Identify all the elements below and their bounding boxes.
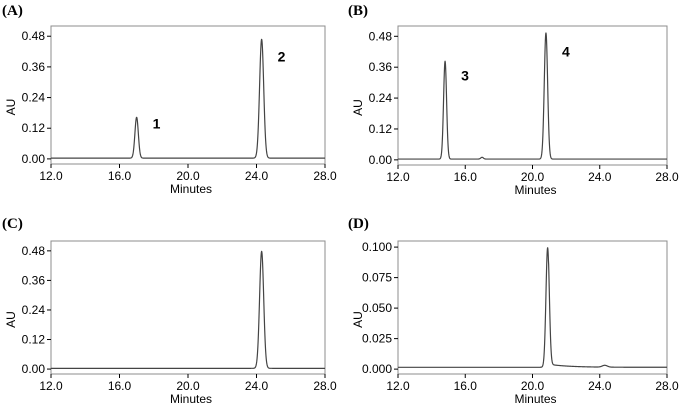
y-axis-title: AU xyxy=(351,99,365,116)
plot-d: 12.0 16.0 20.0 24.0 28.0 0.000 0.025 0.050 0.075… xyxy=(351,240,679,406)
y-tick-label: 0.075 xyxy=(362,271,392,285)
plot-frame-b xyxy=(397,25,668,166)
x-tick-label: 20.0 xyxy=(176,379,200,393)
y-axis-title: AU xyxy=(4,99,18,116)
x-tick-label: 12.0 xyxy=(39,379,63,393)
y-tick-label: 0.24 xyxy=(22,303,46,317)
panel-d: (D) 12.0 16.0 20.0 24.0 28.0 0.000 0.025 0.050 0… xyxy=(348,216,679,406)
plot-b: 12.0 16.0 20.0 24.0 28.0 0.00 0.12 0.24 0.36 0.48… xyxy=(351,25,679,197)
plot-frame-c xyxy=(50,240,326,375)
x-axis-title: Minutes xyxy=(170,182,212,196)
chromatogram-trace-a xyxy=(50,38,326,159)
plot-a: 12.0 16.0 20.0 24.0 28.0 0.00 0.12 0.24 0.36 0.48… xyxy=(4,25,337,196)
y-tick-label: 0.36 xyxy=(22,273,46,287)
x-axis-title: Minutes xyxy=(514,392,556,406)
plot-c: 12.0 16.0 20.0 24.0 28.0 0.00 0.12 0.24 0.36 0.48… xyxy=(4,240,337,406)
x-tick-label: 16.0 xyxy=(454,170,478,184)
y-tick-label: 0.48 xyxy=(369,29,393,43)
x-tick-label: 16.0 xyxy=(108,169,132,183)
panel-a: (A) 12.0 16.0 20.0 24.0 28.0 0.00 0.12 0.24 0.36… xyxy=(2,3,337,196)
y-tick-label: 0.24 xyxy=(369,91,393,105)
plot-frame-a xyxy=(50,25,326,165)
x-tick-label: 24.0 xyxy=(588,379,612,393)
panel-letter-b: (B) xyxy=(348,3,368,19)
peak-label-1: 1 xyxy=(153,116,161,132)
panel-letter-d: (D) xyxy=(348,216,369,232)
x-tick-label: 20.0 xyxy=(176,169,200,183)
panel-letter-a: (A) xyxy=(2,3,23,19)
x-tick-label: 12.0 xyxy=(39,169,63,183)
x-axis-title: Minutes xyxy=(514,183,556,197)
y-tick-label: 0.00 xyxy=(22,362,46,376)
y-tick-label: 0.24 xyxy=(22,91,46,105)
chromatogram-trace-b xyxy=(397,32,668,160)
y-tick-label: 0.025 xyxy=(362,332,392,346)
y-tick-label: 0.000 xyxy=(362,362,392,376)
x-tick-label: 16.0 xyxy=(108,379,132,393)
peak-label-2: 2 xyxy=(278,49,286,65)
panel-b: (B) 12.0 16.0 20.0 24.0 28.0 0.00 0.12 0.24 0.36… xyxy=(348,3,679,197)
y-tick-label: 0.100 xyxy=(362,240,392,254)
peak-label-3: 3 xyxy=(461,68,469,84)
y-tick-label: 0.12 xyxy=(22,121,46,135)
x-tick-label: 20.0 xyxy=(521,170,545,184)
panel-letter-c: (C) xyxy=(2,216,23,232)
x-axis-title: Minutes xyxy=(170,392,212,406)
y-tick-label: 0.48 xyxy=(22,29,46,43)
plot-frame-d xyxy=(397,240,668,375)
x-tick-label: 24.0 xyxy=(245,379,269,393)
x-tick-label: 24.0 xyxy=(588,170,612,184)
x-tick-label: 28.0 xyxy=(313,379,337,393)
y-tick-label: 0.12 xyxy=(22,333,46,347)
peak-label-4: 4 xyxy=(562,43,570,59)
x-tick-label: 20.0 xyxy=(521,379,545,393)
x-tick-label: 12.0 xyxy=(386,379,410,393)
x-tick-label: 28.0 xyxy=(655,170,679,184)
y-tick-label: 0.48 xyxy=(22,244,46,258)
chromatogram-trace-c xyxy=(50,250,326,369)
x-tick-label: 16.0 xyxy=(454,379,478,393)
x-tick-label: 12.0 xyxy=(386,170,410,184)
x-tick-label: 28.0 xyxy=(313,169,337,183)
y-tick-label: 0.00 xyxy=(369,153,393,167)
chromatogram-trace-d xyxy=(397,247,668,368)
y-tick-label: 0.12 xyxy=(369,122,393,136)
y-tick-label: 0.36 xyxy=(369,60,393,74)
x-tick-label: 28.0 xyxy=(655,379,679,393)
panel-c: (C) 12.0 16.0 20.0 24.0 28.0 0.00 0.12 0.24 0.36… xyxy=(2,216,337,406)
y-tick-label: 0.050 xyxy=(362,301,392,315)
y-tick-label: 0.00 xyxy=(22,152,46,166)
y-tick-label: 0.36 xyxy=(22,60,46,74)
y-axis-title: AU xyxy=(4,311,18,328)
y-axis-title: AU xyxy=(351,311,365,328)
x-tick-label: 24.0 xyxy=(245,169,269,183)
